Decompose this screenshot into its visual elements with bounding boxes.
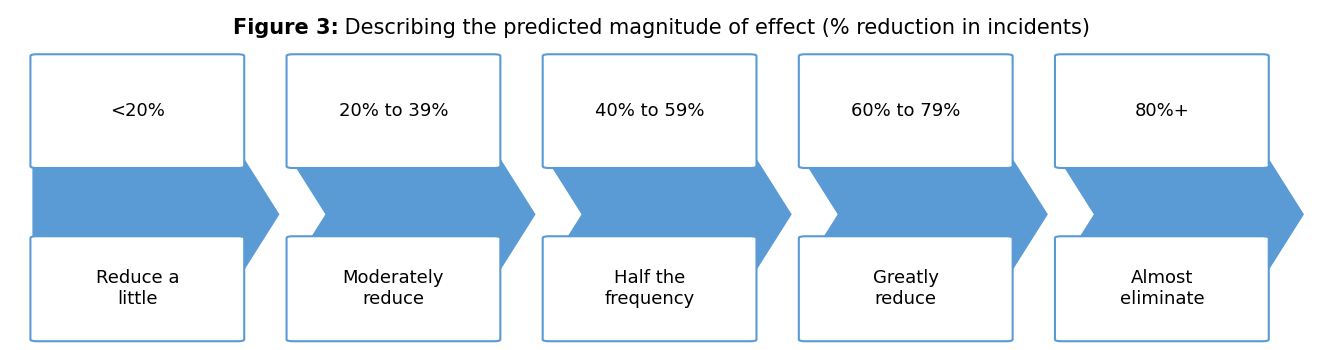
Polygon shape xyxy=(290,156,534,273)
Text: <20%: <20% xyxy=(110,102,165,120)
Text: Describing the predicted magnitude of effect (% reduction in incidents): Describing the predicted magnitude of ef… xyxy=(339,18,1090,37)
Text: Reduce a
little: Reduce a little xyxy=(95,270,179,308)
Polygon shape xyxy=(33,156,279,273)
Text: Moderately
reduce: Moderately reduce xyxy=(343,270,445,308)
FancyBboxPatch shape xyxy=(287,54,500,168)
FancyBboxPatch shape xyxy=(287,236,500,341)
FancyBboxPatch shape xyxy=(30,236,245,341)
FancyBboxPatch shape xyxy=(799,236,1012,341)
Text: Half the
frequency: Half the frequency xyxy=(605,270,695,308)
Text: 60% to 79%: 60% to 79% xyxy=(851,102,960,120)
Polygon shape xyxy=(802,156,1046,273)
FancyBboxPatch shape xyxy=(799,54,1012,168)
Text: Almost
eliminate: Almost eliminate xyxy=(1119,270,1204,308)
FancyBboxPatch shape xyxy=(542,236,757,341)
FancyBboxPatch shape xyxy=(30,54,245,168)
FancyBboxPatch shape xyxy=(1054,54,1269,168)
Text: Greatly
reduce: Greatly reduce xyxy=(873,270,939,308)
Polygon shape xyxy=(545,156,791,273)
Polygon shape xyxy=(1057,156,1303,273)
Text: 80%+: 80%+ xyxy=(1135,102,1189,120)
FancyBboxPatch shape xyxy=(1054,236,1269,341)
Text: 20% to 39%: 20% to 39% xyxy=(339,102,448,120)
FancyBboxPatch shape xyxy=(542,54,757,168)
Text: Figure 3:: Figure 3: xyxy=(233,18,339,37)
Text: 40% to 59%: 40% to 59% xyxy=(595,102,704,120)
